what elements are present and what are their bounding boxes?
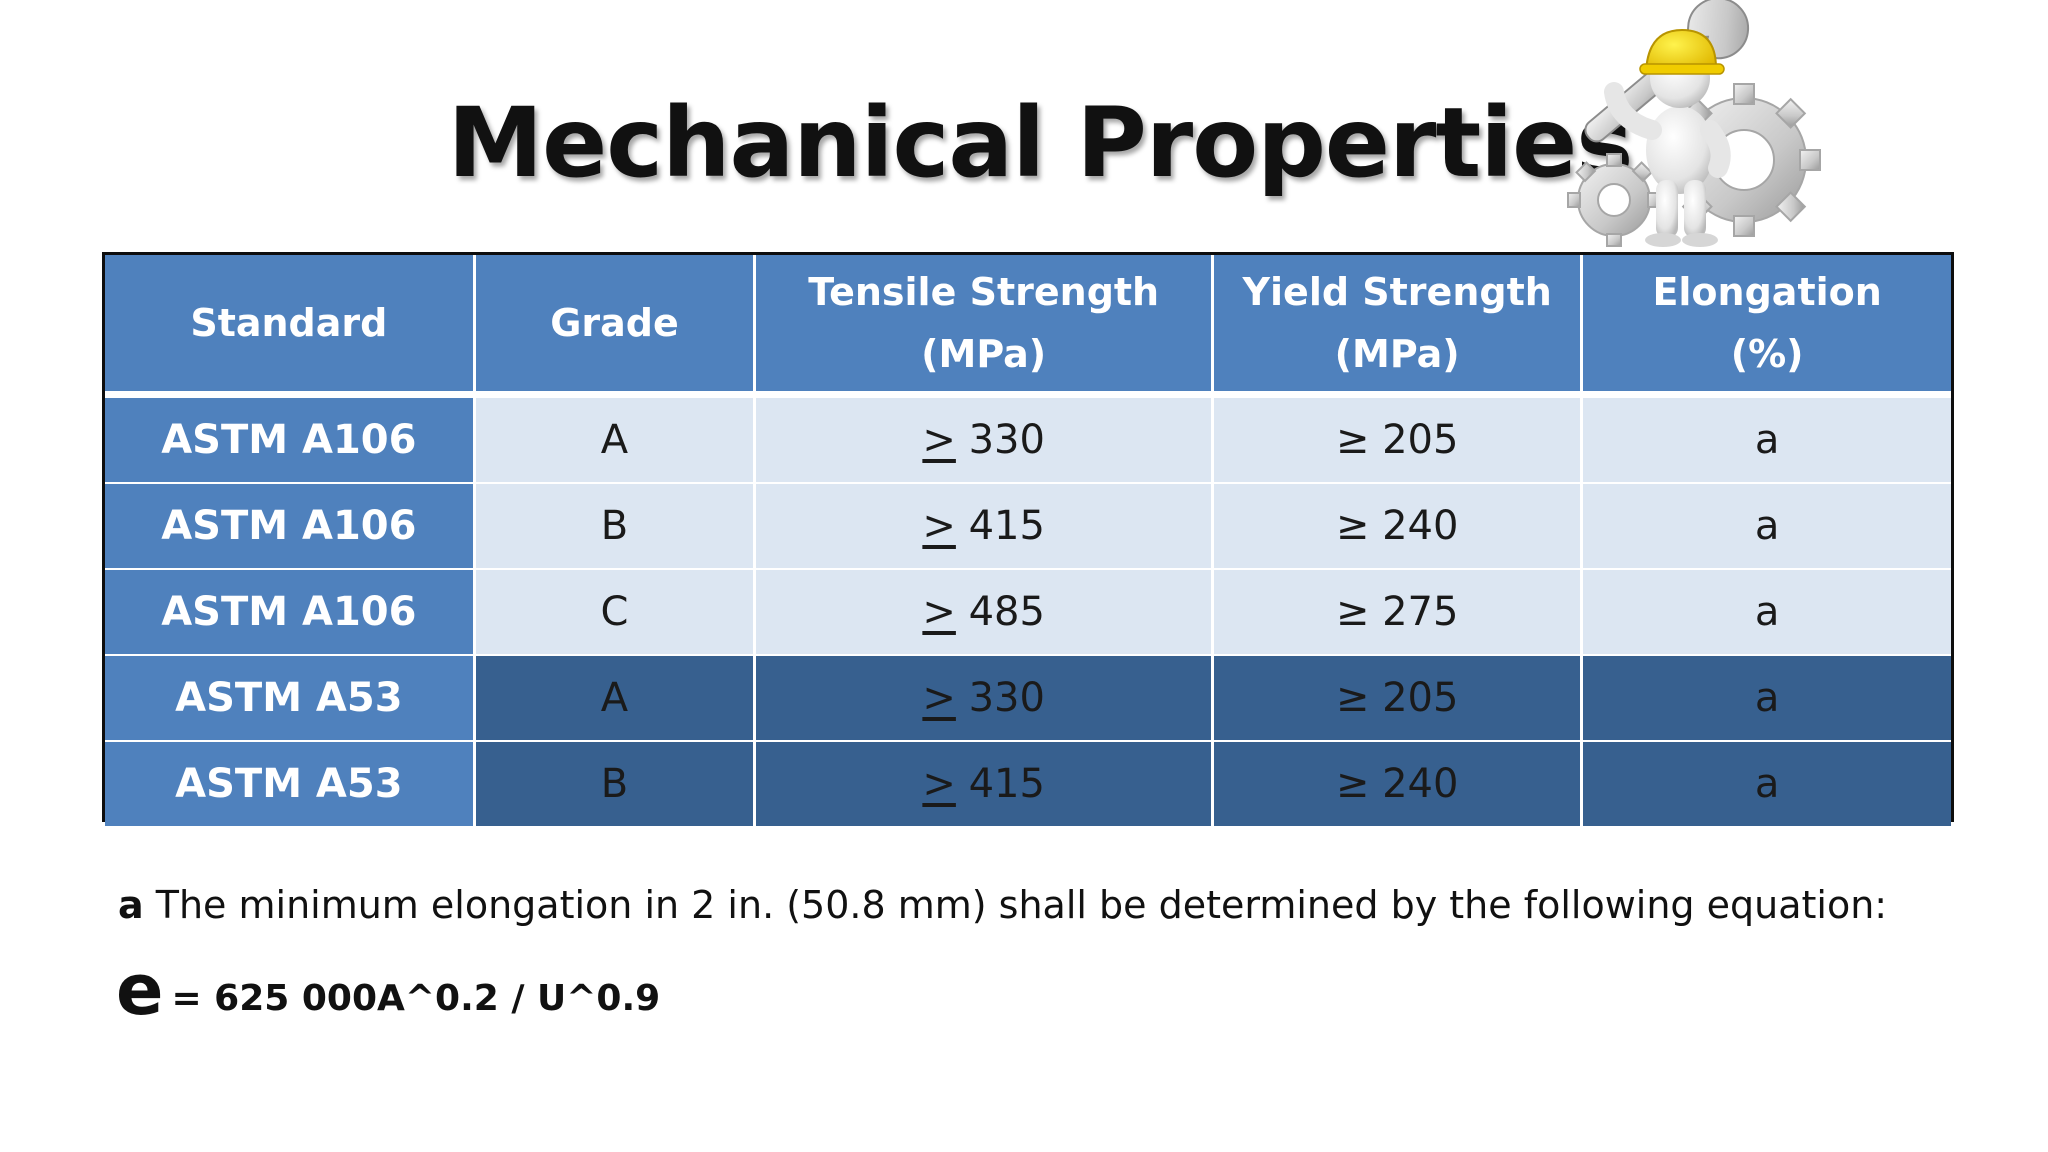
cell-yield: ≥ 240 — [1212, 741, 1584, 826]
tensile-value: 415 — [955, 503, 1045, 549]
cell-yield: ≥ 205 — [1212, 655, 1584, 742]
cell-yield: ≥ 275 — [1212, 569, 1584, 656]
equation-symbol: e — [116, 949, 164, 1031]
worker-with-wrench-and-gears-icon — [1567, 0, 1821, 247]
cell-yield: ≥ 205 — [1212, 394, 1584, 484]
tensile-ge-symbol: > — [922, 417, 956, 463]
cell-tensile: > 415 — [754, 741, 1215, 826]
header-yield-strength: Yield Strength (MPa) — [1212, 255, 1584, 398]
cell-grade: C — [474, 569, 757, 656]
equation-expression: = 625 000A^0.2 / U^0.9 — [171, 978, 661, 1019]
footnote: a The minimum elongation in 2 in. (50.8 … — [118, 880, 1887, 930]
header-elongation-label: Elongation — [1652, 270, 1882, 314]
footnote-text: The minimum elongation in 2 in. (50.8 mm… — [143, 883, 1888, 927]
cell-elongation: a — [1581, 394, 1951, 484]
cell-tensile: > 330 — [754, 394, 1215, 484]
slide-title: Mechanical Properties — [447, 87, 1634, 199]
table-row: ASTM A106 C > 485 ≥ 275 a — [105, 569, 1951, 656]
tensile-value: 330 — [955, 417, 1045, 463]
header-standard-label: Standard — [190, 301, 388, 345]
tensile-ge-symbol: > — [922, 761, 956, 807]
header-elongation: Elongation (%) — [1581, 255, 1951, 398]
cell-elongation: a — [1581, 569, 1951, 656]
header-tensile-strength: Tensile Strength (MPa) — [754, 255, 1215, 398]
elongation-equation: e = 625 000A^0.2 / U^0.9 — [116, 950, 660, 1030]
table-header-row: Standard Grade Tensile Strength (MPa) Yi… — [105, 255, 1951, 398]
header-standard: Standard — [105, 255, 476, 398]
cell-standard: ASTM A53 — [105, 655, 476, 742]
header-tensile-unit: (MPa) — [921, 332, 1047, 376]
tensile-value: 330 — [955, 675, 1045, 721]
cell-tensile: > 485 — [754, 569, 1215, 656]
footnote-marker: a — [118, 883, 144, 927]
table-row: ASTM A106 B > 415 ≥ 240 a — [105, 483, 1951, 570]
cell-elongation: a — [1581, 741, 1951, 826]
header-tensile-label: Tensile Strength — [808, 270, 1160, 314]
cell-yield: ≥ 240 — [1212, 483, 1584, 570]
cell-grade: A — [474, 394, 757, 484]
header-elongation-unit: (%) — [1730, 332, 1804, 376]
cell-grade: B — [474, 741, 757, 826]
cell-tensile: > 415 — [754, 483, 1215, 570]
cell-elongation: a — [1581, 483, 1951, 570]
table-row: ASTM A53 A > 330 ≥ 205 a — [105, 655, 1951, 742]
header-grade-label: Grade — [550, 301, 679, 345]
tensile-ge-symbol: > — [922, 503, 956, 549]
cell-standard: ASTM A106 — [105, 483, 476, 570]
cell-grade: A — [474, 655, 757, 742]
mechanical-properties-table: Standard Grade Tensile Strength (MPa) Yi… — [102, 252, 1954, 826]
cell-standard: ASTM A106 — [105, 394, 476, 484]
header-yield-label: Yield Strength — [1242, 270, 1552, 314]
tensile-value: 485 — [955, 589, 1045, 635]
tensile-ge-symbol: > — [922, 675, 956, 721]
header-grade: Grade — [474, 255, 757, 398]
cell-standard: ASTM A53 — [105, 741, 476, 826]
cell-standard: ASTM A106 — [105, 569, 476, 656]
table-row: ASTM A53 B > 415 ≥ 240 a — [105, 741, 1951, 826]
tensile-ge-symbol: > — [922, 589, 956, 635]
tensile-value: 415 — [955, 761, 1045, 807]
cell-grade: B — [474, 483, 757, 570]
header-yield-unit: (MPa) — [1334, 332, 1460, 376]
cell-tensile: > 330 — [754, 655, 1215, 742]
table-row: ASTM A106 A > 330 ≥ 205 a — [105, 394, 1951, 484]
cell-elongation: a — [1581, 655, 1951, 742]
